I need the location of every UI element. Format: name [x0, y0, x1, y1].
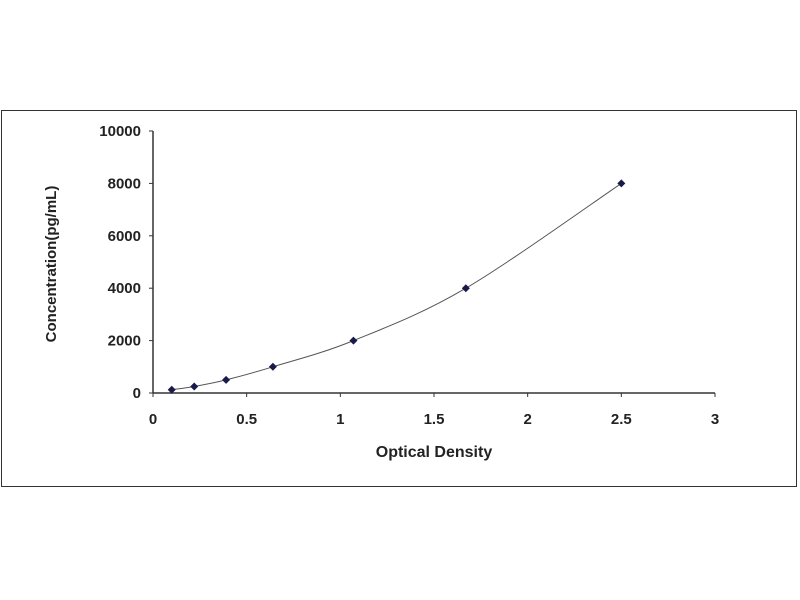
x-tick-label: 2: [523, 411, 531, 428]
x-tick-label: 0: [149, 411, 157, 428]
data-point: [190, 382, 199, 391]
x-tick-label: 2.5: [611, 411, 632, 428]
data-point: [167, 385, 176, 394]
y-tick-label: 8000: [108, 175, 141, 192]
y-tick-label: 6000: [108, 228, 141, 245]
x-tick-label: 1.5: [424, 411, 445, 428]
data-point: [617, 179, 626, 188]
x-tick-label: 3: [711, 411, 719, 428]
x-tick-label: 1: [336, 411, 344, 428]
data-point: [461, 284, 470, 293]
x-tick-label: 0.5: [236, 411, 257, 428]
fit-curve: [171, 182, 622, 391]
data-point: [222, 375, 231, 384]
y-tick-label: 0: [133, 385, 141, 402]
y-tick-label: 4000: [108, 280, 141, 297]
data-point: [349, 336, 358, 345]
y-tick-label: 10000: [99, 123, 141, 140]
y-tick-label: 2000: [108, 333, 141, 350]
y-axis-label: Concentration(pg/mL): [43, 186, 60, 343]
data-point: [268, 362, 277, 371]
chart-frame: [1, 110, 797, 487]
x-axis-label: Optical Density: [376, 444, 493, 461]
